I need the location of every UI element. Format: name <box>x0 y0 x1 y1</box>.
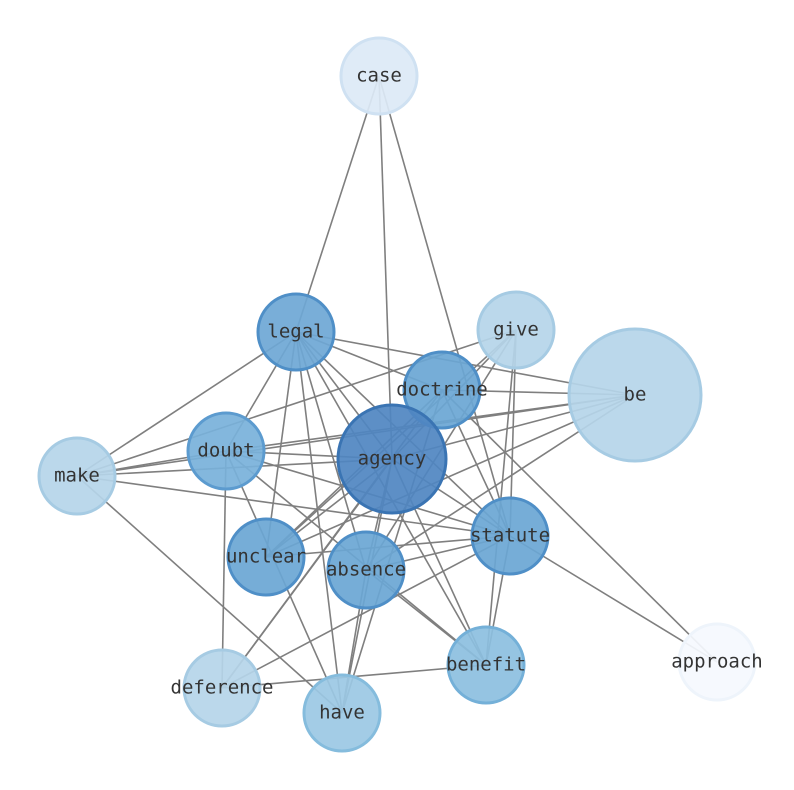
node-label: be <box>624 384 647 406</box>
edge <box>378 75 393 460</box>
node <box>402 350 482 430</box>
node <box>186 411 266 491</box>
node-label: agency <box>358 448 427 470</box>
node-label: doctrine <box>396 379 488 401</box>
node-label: make <box>54 465 100 487</box>
edge <box>509 535 718 663</box>
node-label: have <box>319 702 365 724</box>
node-label: legal <box>267 321 324 343</box>
node <box>446 625 526 705</box>
node <box>336 403 448 515</box>
edge <box>295 331 367 571</box>
node-label: doubt <box>197 440 254 462</box>
node-label: absence <box>326 559 406 581</box>
node-label: give <box>493 319 539 341</box>
node <box>470 496 550 576</box>
node <box>37 436 117 516</box>
edge <box>295 331 343 714</box>
node-label: approach <box>671 651 763 673</box>
node <box>226 517 306 597</box>
node <box>182 648 262 728</box>
node-label: unclear <box>226 546 306 568</box>
edge <box>76 475 511 537</box>
edge <box>221 535 511 689</box>
edge <box>441 389 718 663</box>
edge <box>485 329 517 666</box>
edge <box>76 331 297 477</box>
node-label: statute <box>470 525 550 547</box>
node <box>326 530 406 610</box>
node <box>677 622 757 702</box>
node-label: deference <box>171 677 274 699</box>
edge <box>221 450 227 689</box>
nodes: case legal give doctrine be doubt agency make st… <box>37 36 763 753</box>
node <box>256 292 336 372</box>
node-label: benefit <box>446 654 526 676</box>
node <box>339 36 419 116</box>
node-label: case <box>356 65 402 87</box>
edge <box>295 75 380 333</box>
edge <box>76 475 343 714</box>
node <box>476 290 556 370</box>
node <box>302 673 382 753</box>
node <box>567 327 703 463</box>
